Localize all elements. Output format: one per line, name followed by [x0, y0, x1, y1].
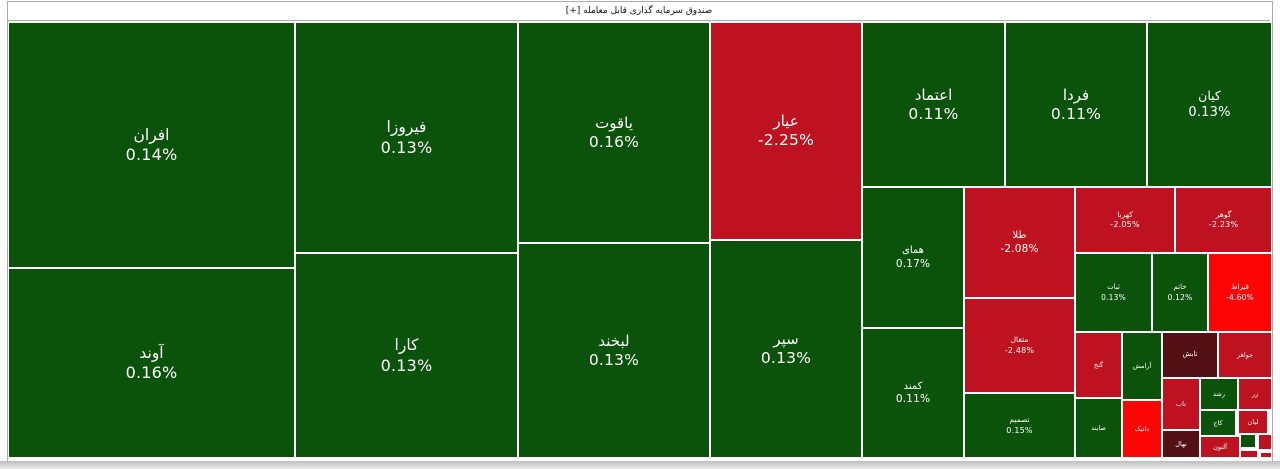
tile-value: 0.17% — [895, 257, 931, 270]
treemap-tile[interactable]: افران 0.14% — [9, 23, 294, 267]
treemap-tile[interactable]: خاتم 0.12% — [1153, 254, 1207, 331]
tile-label: کاج — [1213, 418, 1223, 427]
tile-label: ثبات — [1107, 283, 1120, 292]
tile-value: 0.16% — [125, 363, 178, 383]
treemap-tile[interactable]: طلا -2.08% — [965, 188, 1074, 297]
tile-label: کمند — [903, 380, 923, 392]
treemap-tile[interactable]: زر — [1239, 379, 1271, 409]
tile-value: 0.11% — [895, 393, 931, 406]
treemap-tile[interactable] — [1259, 435, 1271, 449]
tile-label: تابش — [1182, 350, 1198, 359]
tile-value: 0.11% — [1050, 104, 1102, 123]
treemap-tile[interactable]: جواهر — [1219, 333, 1271, 377]
treemap-tile[interactable]: گوهر -2.23% — [1176, 188, 1271, 252]
treemap-tile[interactable]: کارا 0.13% — [296, 254, 517, 457]
treemap-tile[interactable]: آرامش — [1123, 333, 1161, 399]
tile-label: افران — [133, 125, 170, 144]
panel-bottom-edge — [0, 461, 1280, 469]
treemap-tile[interactable]: ناب — [1163, 379, 1199, 429]
tile-value: 0.12% — [1167, 292, 1193, 302]
tile-value: -2.05% — [1110, 220, 1140, 230]
tile-value: -2.23% — [1208, 220, 1239, 230]
treemap-tile[interactable]: قیراط -4.60% — [1209, 254, 1271, 331]
tile-label: کیان — [1198, 87, 1221, 103]
tile-label: کهربا — [1117, 209, 1133, 219]
treemap-tile[interactable]: همای 0.17% — [863, 188, 963, 327]
tile-label: اعتماد — [914, 85, 953, 104]
treemap-tile[interactable]: لبخند 0.13% — [519, 244, 709, 457]
tile-label: سپر — [773, 330, 799, 349]
treemap-tile[interactable]: گنج — [1076, 333, 1121, 397]
tile-value: -2.48% — [1004, 345, 1035, 355]
treemap-tile[interactable]: آلتون — [1201, 437, 1239, 457]
tile-label: ناب — [1176, 399, 1186, 408]
tile-label: آلتون — [1213, 442, 1227, 451]
tile-value: -4.60% — [1226, 292, 1254, 302]
treemap-tile[interactable] — [1261, 453, 1271, 457]
treemap-title: صندوق سرمایه گذاری قابل معامله [+] — [565, 6, 713, 16]
tile-value: 0.13% — [1101, 292, 1126, 302]
treemap-tile[interactable]: یاقوت 0.16% — [519, 23, 709, 242]
treemap-tile[interactable]: تابش — [1163, 333, 1217, 377]
treemap-tile[interactable]: داتیک — [1123, 401, 1161, 457]
tile-label: زر — [1251, 389, 1259, 398]
tile-value: 0.13% — [588, 350, 640, 369]
treemap-title-bar[interactable]: صندوق سرمایه گذاری قابل معامله [+] — [8, 2, 1270, 21]
tile-label: خاتم — [1173, 283, 1187, 292]
treemap-tile[interactable]: رشد — [1201, 379, 1237, 409]
treemap-tile[interactable]: اعتماد 0.11% — [863, 23, 1004, 186]
tile-label: گوهر — [1215, 209, 1232, 219]
tile-label: داتیک — [1134, 424, 1150, 433]
tile-value: 0.15% — [1006, 425, 1033, 435]
treemap-tile[interactable]: کیان 0.13% — [1148, 23, 1271, 186]
treemap-tile[interactable]: تصمیم 0.15% — [965, 394, 1074, 457]
tile-label: آرامش — [1132, 361, 1152, 370]
tile-label: مثقال — [1010, 335, 1029, 345]
tile-label: صایند — [1091, 423, 1106, 432]
treemap-tile[interactable]: مثقال -2.48% — [965, 299, 1074, 392]
tile-value: -2.08% — [1000, 242, 1039, 255]
tile-label: جواهر — [1236, 350, 1254, 359]
treemap-tile[interactable]: ثبات 0.13% — [1076, 254, 1151, 331]
tile-label: تصمیم — [1009, 415, 1030, 425]
tile-label: آوند — [139, 343, 164, 362]
treemap-tile[interactable]: نهال — [1163, 431, 1199, 457]
tile-value: 0.14% — [125, 145, 178, 165]
tile-value: 0.13% — [380, 137, 433, 157]
tile-label: فیروزا — [386, 118, 427, 137]
treemap-tile[interactable] — [1241, 451, 1257, 457]
tile-value: 0.16% — [588, 132, 640, 151]
treemap-tile[interactable]: کاج — [1201, 411, 1235, 435]
tile-label: نهال — [1175, 439, 1187, 448]
tile-label: گنج — [1093, 360, 1104, 369]
treemap-tile[interactable]: فردا 0.11% — [1006, 23, 1146, 186]
tile-value: 0.13% — [380, 355, 433, 375]
treemap-tile[interactable]: لیان — [1239, 411, 1267, 433]
treemap-tile[interactable]: سپر 0.13% — [711, 241, 861, 457]
treemap-tile[interactable] — [1241, 435, 1255, 447]
tile-value: 0.13% — [1188, 104, 1231, 120]
tile-label: طلا — [1012, 230, 1027, 242]
tile-label: لبخند — [598, 331, 630, 350]
tile-label: فردا — [1062, 85, 1090, 104]
treemap-tile[interactable]: کمند 0.11% — [863, 329, 963, 457]
tile-value: 0.11% — [908, 104, 959, 123]
treemap-tile[interactable]: عیار -2.25% — [711, 23, 861, 239]
tile-label: همای — [902, 245, 924, 257]
tile-label: عیار — [773, 112, 799, 131]
tile-label: قیراط — [1231, 283, 1249, 292]
tile-label: لیان — [1247, 417, 1259, 426]
treemap-tile[interactable]: آوند 0.16% — [9, 269, 294, 457]
tile-value: 0.13% — [760, 349, 812, 368]
tile-label: کارا — [394, 336, 419, 355]
treemap-tile[interactable]: صایند — [1076, 399, 1121, 457]
treemap-tile[interactable]: کهربا -2.05% — [1076, 188, 1174, 252]
tile-label: رشد — [1213, 389, 1225, 398]
treemap-tile[interactable]: فیروزا 0.13% — [296, 23, 517, 252]
tile-value: -2.25% — [757, 131, 815, 150]
tile-label: یاقوت — [595, 113, 633, 132]
